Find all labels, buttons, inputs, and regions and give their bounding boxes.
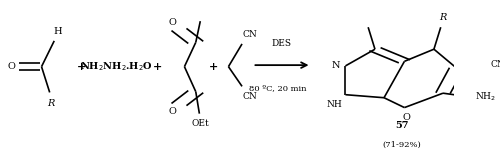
Text: 57: 57 — [396, 121, 409, 130]
Text: CN: CN — [242, 30, 257, 39]
Text: CN: CN — [491, 60, 500, 69]
Text: O: O — [168, 107, 176, 116]
Text: R: R — [47, 99, 54, 108]
Text: NH$_2$: NH$_2$ — [474, 91, 496, 103]
Text: O: O — [168, 18, 176, 27]
Text: H: H — [54, 27, 62, 36]
Text: NH$_2$NH$_2$.H$_2$O: NH$_2$NH$_2$.H$_2$O — [80, 60, 153, 73]
Text: +: + — [77, 61, 86, 72]
Text: O: O — [403, 113, 410, 122]
Text: +: + — [152, 61, 162, 72]
Text: NH: NH — [326, 100, 342, 109]
Text: OEt: OEt — [192, 119, 209, 128]
Text: R: R — [440, 13, 446, 22]
Text: +: + — [208, 61, 218, 72]
Text: DES: DES — [271, 39, 291, 48]
Text: 80 ºC, 20 min: 80 ºC, 20 min — [248, 85, 306, 93]
Text: CN: CN — [242, 92, 257, 101]
Text: O: O — [7, 62, 15, 71]
Text: N: N — [331, 61, 340, 70]
Text: (71-92%): (71-92%) — [383, 141, 422, 149]
